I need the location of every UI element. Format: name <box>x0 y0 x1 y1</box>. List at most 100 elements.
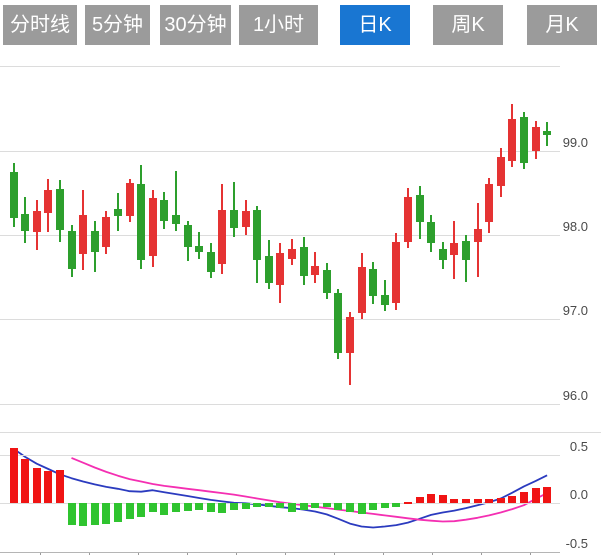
macd-histogram-bar <box>543 486 552 504</box>
candle-body <box>171 214 180 225</box>
candle-body <box>438 248 447 261</box>
macd-histogram-bar <box>183 503 192 511</box>
candle-body <box>473 229 482 242</box>
macd-histogram-bar <box>508 495 517 504</box>
candle-body <box>160 199 169 222</box>
candle-body <box>543 130 552 135</box>
candle-body <box>241 211 250 227</box>
x-axis-tick <box>285 552 286 555</box>
candle-body <box>102 216 111 247</box>
macd-histogram-bar <box>32 467 41 504</box>
candle-body <box>32 211 41 232</box>
x-axis-tick <box>481 552 482 555</box>
macd-histogram-bar <box>345 503 354 513</box>
macd-histogram-bar <box>264 503 273 507</box>
candle-body <box>334 293 343 354</box>
tab-30min[interactable]: 30分钟 <box>160 5 231 45</box>
x-axis-tick <box>383 552 384 555</box>
candle-body <box>427 221 436 244</box>
macd-histogram-bar <box>334 503 343 510</box>
candle-body <box>322 270 331 294</box>
price-axis-label: 98.0 <box>562 219 588 234</box>
macd-histogram-bar <box>171 503 180 512</box>
macd-histogram-bar <box>79 503 88 527</box>
candle-body <box>44 190 53 214</box>
price-gridline <box>0 319 560 321</box>
tab-timeline[interactable]: 分时线 <box>3 5 77 45</box>
candle-body <box>218 209 227 265</box>
price-gridline <box>0 235 560 236</box>
candle-body <box>287 248 296 259</box>
x-axis-tick <box>334 552 335 555</box>
candle-body <box>253 209 262 261</box>
candle-body <box>113 208 122 217</box>
macd-gridline-upper <box>0 454 560 456</box>
candle-body <box>369 268 378 297</box>
macd-histogram-bar <box>438 495 447 504</box>
candle-body <box>531 127 540 151</box>
macd-histogram-bar <box>90 503 99 526</box>
macd-histogram-bar <box>415 496 424 504</box>
x-axis-tick <box>432 552 433 555</box>
macd-histogram-bar <box>206 503 215 512</box>
x-axis-tick <box>89 552 90 555</box>
tab-daily-k[interactable]: 日K <box>340 5 410 45</box>
macd-histogram-bar <box>218 503 227 513</box>
x-axis-tick <box>138 552 139 555</box>
candle-body <box>311 266 320 275</box>
macd-histogram-bar <box>531 488 540 504</box>
macd-histogram-bar <box>148 503 157 512</box>
tab-monthly-k[interactable]: 月K <box>527 5 597 45</box>
candle-body <box>79 214 88 254</box>
candle-body <box>148 197 157 257</box>
x-axis-tick <box>530 552 531 555</box>
candle-body <box>392 241 401 304</box>
candle-body <box>508 118 517 161</box>
candle-body <box>485 184 494 223</box>
candle-body <box>9 171 18 219</box>
macd-histogram-bar <box>473 498 482 504</box>
x-axis-tick <box>187 552 188 555</box>
macd-histogram-bar <box>21 458 30 504</box>
macd-bottom-axis <box>0 551 560 553</box>
price-gridline <box>0 150 560 152</box>
candle-body <box>229 209 238 229</box>
candle-body <box>357 267 366 313</box>
macd-histogram-bar <box>253 503 262 508</box>
macd-axis-label: 0.5 <box>569 438 588 454</box>
candle-body <box>276 252 285 285</box>
panel-divider <box>0 432 601 433</box>
candle-body <box>90 230 99 252</box>
x-axis-tick <box>236 552 237 555</box>
candle-body <box>67 230 76 269</box>
macd-histogram-bar <box>287 503 296 512</box>
macd-histogram-bar <box>55 470 64 504</box>
macd-histogram-bar <box>311 503 320 509</box>
tab-5min[interactable]: 5分钟 <box>85 5 150 45</box>
macd-histogram-bar <box>519 491 528 504</box>
macd-histogram-bar <box>113 503 122 522</box>
macd-histogram-bar <box>496 498 505 504</box>
price-axis-label: 96.0 <box>562 387 588 403</box>
macd-histogram-bar <box>67 503 76 525</box>
x-axis-tick <box>40 552 41 555</box>
tab-1hour[interactable]: 1小时 <box>239 5 318 45</box>
macd-histogram-bar <box>322 503 331 508</box>
macd-histogram-bar <box>241 503 250 509</box>
price-gridline <box>0 403 560 405</box>
macd-histogram-bar <box>461 499 470 504</box>
tab-weekly-k[interactable]: 周K <box>433 5 503 45</box>
candle-wick <box>198 231 201 260</box>
price-axis-label: 97.0 <box>562 303 588 319</box>
macd-histogram-bar <box>195 503 204 511</box>
candle-body <box>55 188 64 230</box>
macd-histogram-bar <box>369 503 378 511</box>
macd-histogram-bar <box>229 503 238 511</box>
macd-histogram-bar <box>9 448 18 504</box>
macd-histogram-bar <box>102 503 111 524</box>
candle-wick <box>174 170 177 231</box>
candle-body <box>183 224 192 247</box>
candle-body <box>415 194 424 222</box>
